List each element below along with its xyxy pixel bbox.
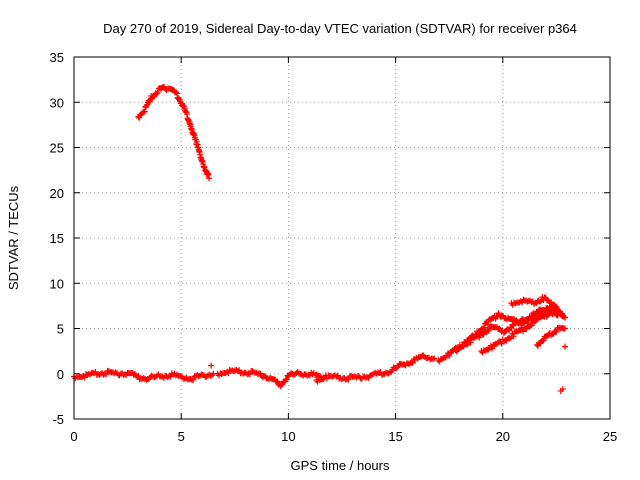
axis-ticks: 0 5 10 15 20 25 -5 0 5 10 15 20 25 30 35 (50, 50, 618, 444)
series-arc-3 (214, 366, 324, 390)
data-point (561, 343, 568, 350)
data-point (512, 300, 519, 307)
x-tick-label: 5 (178, 429, 185, 444)
data-point (115, 371, 122, 378)
data-point (510, 333, 517, 340)
y-tick-label: 10 (50, 276, 64, 291)
series-arc-7 (478, 303, 560, 356)
data-point (523, 326, 530, 333)
data-point (174, 371, 181, 378)
data-point (366, 372, 373, 379)
series-arc-9 (534, 324, 568, 349)
data-point (283, 376, 290, 383)
data-point (306, 372, 313, 379)
series-arc-6 (452, 301, 566, 355)
data-point (293, 370, 300, 377)
data-point (540, 337, 547, 344)
data-point (103, 371, 110, 378)
data-point (378, 372, 385, 379)
data-point (121, 371, 128, 378)
data-point (143, 376, 150, 383)
data-point (194, 372, 201, 379)
data-point (190, 376, 197, 383)
data-point (553, 328, 560, 335)
x-tick-label: 25 (603, 429, 617, 444)
x-tick-label: 15 (388, 429, 402, 444)
data-point (528, 322, 535, 329)
data-point (313, 371, 320, 378)
data-point (153, 90, 160, 97)
data-point (506, 335, 513, 342)
series-arc-8 (508, 294, 566, 319)
data-point (553, 305, 560, 312)
data-point (489, 345, 496, 352)
series-arc-1 (135, 83, 213, 182)
x-tick-label: 0 (70, 429, 77, 444)
data-point (246, 371, 253, 378)
data-points (71, 83, 568, 394)
x-tick-label: 10 (281, 429, 295, 444)
data-point (105, 367, 112, 374)
data-point (446, 352, 453, 359)
y-tick-label: 20 (50, 186, 64, 201)
y-tick-label: 25 (50, 141, 64, 156)
data-point (520, 296, 527, 303)
y-axis-label: SDTVAR / TECUs (6, 185, 21, 290)
data-point (198, 371, 205, 378)
data-point (256, 370, 263, 377)
data-point (218, 370, 225, 377)
series-arc-4 (313, 352, 438, 385)
data-point (551, 301, 558, 308)
data-point (173, 90, 180, 97)
data-point (172, 89, 179, 96)
data-point (119, 370, 126, 377)
data-point (559, 386, 566, 393)
data-point (409, 359, 416, 366)
data-point (353, 374, 360, 381)
y-tick-label: 30 (50, 95, 64, 110)
data-point (527, 297, 534, 304)
data-point (159, 373, 166, 380)
data-point (154, 89, 161, 96)
plot-frame (73, 56, 611, 420)
y-tick-label: 15 (50, 231, 64, 246)
data-point (345, 376, 352, 383)
data-point (187, 375, 194, 382)
data-point (431, 355, 438, 362)
x-tick-label: 20 (496, 429, 510, 444)
y-tick-label: 35 (50, 50, 64, 65)
data-point (559, 312, 566, 319)
y-tick-label: -5 (52, 412, 64, 427)
series-scattered (208, 343, 568, 394)
y-tick-label: 0 (57, 367, 64, 382)
grid-lines (74, 57, 610, 419)
x-axis-label: GPS time / hours (291, 458, 390, 473)
data-point (175, 95, 182, 102)
data-point (249, 368, 256, 375)
data-point (81, 374, 88, 381)
data-point (484, 321, 491, 328)
data-point (208, 362, 215, 369)
data-point (480, 324, 487, 331)
data-point (536, 298, 543, 305)
data-point (480, 331, 487, 338)
series-arc-2 (71, 367, 217, 383)
y-tick-label: 5 (57, 322, 64, 337)
data-point (561, 325, 568, 332)
data-point (485, 327, 492, 334)
data-point (206, 175, 213, 182)
data-point (463, 341, 470, 348)
data-point (348, 372, 355, 379)
data-point (131, 371, 138, 378)
chart-title: Day 270 of 2019, Sidereal Day-to-day VTE… (103, 21, 577, 36)
data-point (460, 341, 467, 348)
data-point (141, 108, 148, 115)
data-point (548, 299, 555, 306)
data-point (420, 352, 427, 359)
data-point (135, 372, 142, 379)
